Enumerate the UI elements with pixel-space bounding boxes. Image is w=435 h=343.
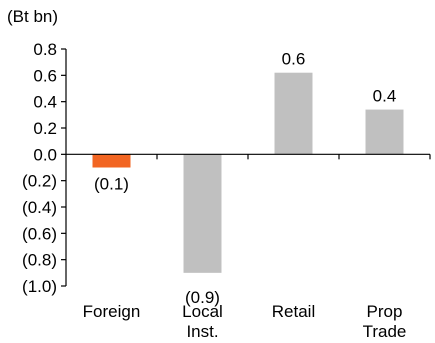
- y-tick-label: (0.2): [22, 172, 57, 191]
- bars: [92, 72, 404, 273]
- data-label: (0.1): [94, 174, 129, 193]
- bar: [274, 72, 313, 155]
- x-category-label: Inst.: [186, 322, 218, 341]
- data-labels: (0.1) (0.9) 0.6 0.4: [94, 50, 396, 307]
- data-label: 0.4: [373, 87, 397, 106]
- y-tick-label: 0.0: [33, 145, 57, 164]
- data-label: 0.6: [282, 50, 306, 69]
- data-label: (0.9): [185, 288, 220, 307]
- y-axis-label: (Bt bn): [7, 7, 58, 26]
- bar: [183, 154, 222, 273]
- y-tick-label: 0.2: [33, 119, 57, 138]
- y-tick-label: (0.4): [22, 198, 57, 217]
- y-tick-label: 0.8: [33, 40, 57, 59]
- x-category-label: Foreign: [83, 302, 141, 321]
- y-tick-label: (1.0): [22, 277, 57, 296]
- x-category-label: Retail: [272, 302, 315, 321]
- x-category-label: Prop: [367, 302, 403, 321]
- y-tick-label: (0.6): [22, 224, 57, 243]
- x-category-label: Trade: [363, 322, 407, 341]
- y-tick-label: 0.6: [33, 66, 57, 85]
- y-axis-ticks: 0.8 0.6 0.4 0.2 0.0 (0.2) (0.4) (0.6) (0.8) (1.0): [22, 40, 431, 296]
- bar: [365, 109, 404, 155]
- y-tick-label: 0.4: [33, 93, 57, 112]
- y-tick-label: (0.8): [22, 251, 57, 270]
- bar: [92, 154, 131, 168]
- x-category-label: Local: [182, 302, 223, 321]
